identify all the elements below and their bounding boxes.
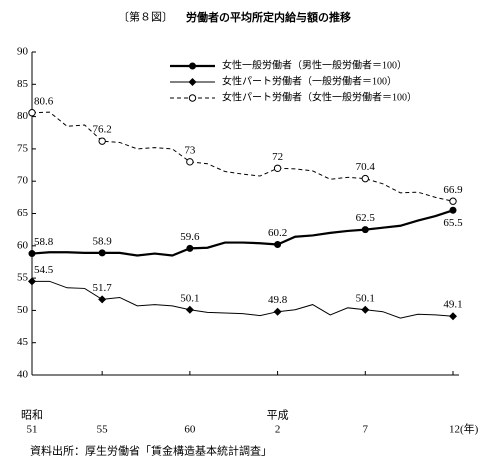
marker — [361, 226, 369, 234]
data-label: 76.2 — [93, 124, 112, 136]
marker — [274, 241, 282, 249]
title-prefix: 〔第８図〕 — [118, 10, 173, 24]
y-tick-label: 75 — [17, 142, 29, 154]
y-tick-label: 65 — [17, 207, 29, 219]
y-tick-label: 40 — [17, 369, 29, 381]
data-label: 70.4 — [356, 161, 376, 173]
source: 資料出所：厚生労働省「賃金構造基本統計調査」 — [30, 444, 272, 458]
data-label: 50.1 — [356, 292, 375, 304]
y-tick-label: 60 — [17, 239, 29, 251]
series-line — [31, 209, 454, 257]
data-label: 54.5 — [34, 264, 54, 276]
data-label: 62.5 — [356, 212, 376, 224]
marker — [28, 109, 36, 117]
x-tick-label: 2 — [275, 424, 281, 436]
data-label: 50.1 — [180, 292, 199, 304]
marker — [449, 197, 457, 205]
data-label: 66.9 — [443, 184, 463, 196]
y-tick-label: 45 — [17, 336, 29, 348]
y-tick-label: 85 — [17, 78, 29, 90]
marker — [273, 164, 282, 172]
data-label: 58.9 — [93, 235, 113, 247]
marker — [449, 206, 457, 214]
marker — [186, 244, 194, 252]
y-tick-label: 90 — [17, 46, 29, 58]
x-tick-label: 55 — [97, 424, 109, 436]
legend-marker — [188, 94, 197, 102]
y-tick-label: 80 — [17, 110, 29, 122]
marker — [98, 295, 107, 304]
marker — [28, 277, 36, 286]
x-tick-label: 60 — [184, 424, 196, 436]
marker — [186, 158, 194, 166]
data-label: 72 — [272, 151, 283, 163]
data-label: 59.6 — [180, 231, 200, 243]
marker — [185, 305, 194, 314]
y-tick-label: 50 — [17, 304, 29, 316]
chart-title: 労働者の平均所定内給与額の推移 — [186, 10, 351, 24]
era-label: 昭和 — [21, 409, 43, 422]
data-label: 49.8 — [268, 294, 288, 306]
legend-label: 女性パート労働者（一般労働者＝100） — [222, 74, 397, 87]
x-tick-label: 7 — [363, 424, 369, 436]
legend-label: 女性パート労働者（女性一般労働者＝100） — [222, 90, 417, 103]
legend-marker — [188, 78, 197, 86]
data-label: 60.2 — [268, 227, 287, 239]
data-label: 58.8 — [34, 236, 54, 248]
data-label: 80.6 — [34, 95, 54, 107]
series-line — [31, 111, 454, 202]
y-tick-label: 70 — [17, 175, 29, 187]
era-label: 平成 — [267, 409, 289, 422]
marker — [361, 174, 369, 183]
data-label: 49.1 — [443, 299, 462, 311]
data-label: 73 — [184, 144, 196, 156]
data-label: 51.7 — [93, 282, 113, 294]
marker — [361, 305, 370, 314]
legend-label: 女性一般労働者（男性一般労働者＝100） — [222, 58, 407, 71]
y-tick-label: 55 — [17, 272, 29, 284]
marker — [273, 307, 282, 316]
x-tick-label: 12(年) — [449, 422, 479, 436]
marker — [449, 312, 457, 321]
x-tick-label: 51 — [27, 424, 38, 436]
marker — [98, 249, 106, 257]
legend-marker — [189, 62, 196, 70]
marker — [28, 250, 36, 258]
marker — [98, 137, 106, 145]
data-label: 65.5 — [443, 217, 463, 229]
